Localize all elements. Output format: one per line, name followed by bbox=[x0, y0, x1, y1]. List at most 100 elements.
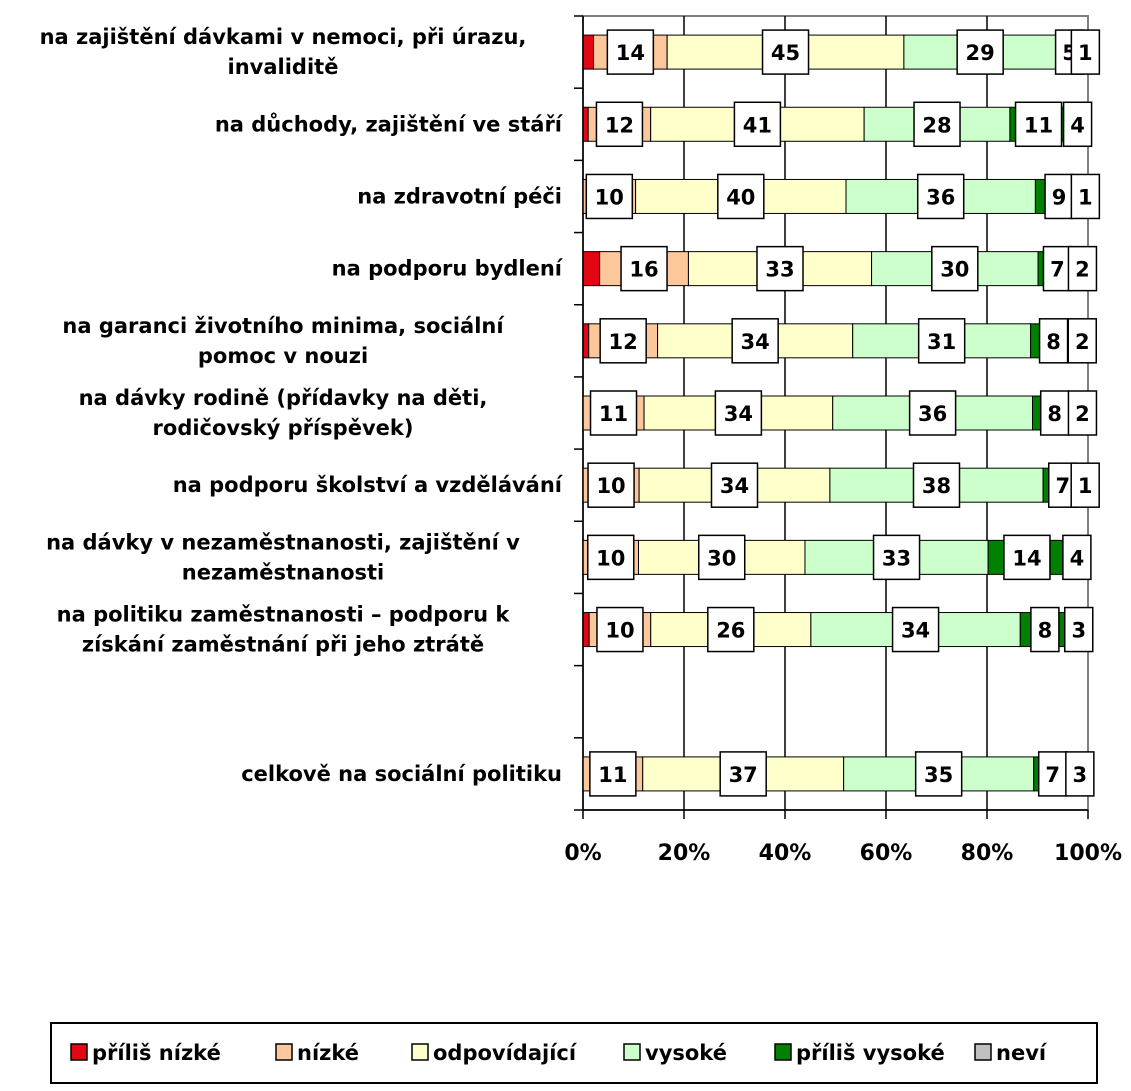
data-label-box bbox=[595, 101, 644, 148]
x-tick-label: 20% bbox=[658, 841, 711, 866]
data-label: 1 bbox=[1078, 41, 1093, 65]
legend: příliš nízké nízké odpovídající vysoké příli… bbox=[50, 1022, 1098, 1084]
data-label-box bbox=[1062, 534, 1092, 581]
data-label-box bbox=[586, 534, 635, 581]
data-label-box bbox=[1064, 606, 1094, 653]
data-label-box bbox=[589, 751, 637, 797]
category-label: na zajištění dávkami v nemoci, při úrazu… bbox=[40, 25, 527, 79]
data-label: 29 bbox=[966, 41, 995, 65]
data-label: 34 bbox=[720, 474, 749, 498]
category-label: na důchody, zajištění ve stáří bbox=[215, 112, 564, 136]
data-label: 12 bbox=[609, 330, 638, 354]
data-label: 8 bbox=[1047, 402, 1062, 426]
data-label: 11 bbox=[598, 763, 627, 787]
data-label: 10 bbox=[595, 185, 624, 209]
data-label-box bbox=[916, 173, 965, 220]
data-label-box bbox=[931, 245, 979, 292]
data-label: 10 bbox=[605, 619, 634, 643]
data-label-box bbox=[1062, 101, 1093, 148]
data-label: 1 bbox=[1078, 474, 1093, 498]
data-label-box bbox=[1070, 29, 1101, 75]
data-label-box bbox=[620, 245, 668, 292]
bar-segment bbox=[582, 251, 601, 287]
x-axis: 0% 20% 40% 60% 80% 100% bbox=[564, 809, 1122, 866]
category-label: na zdravotní péči bbox=[357, 184, 562, 208]
data-label-box bbox=[596, 606, 644, 653]
data-label: 37 bbox=[729, 763, 758, 787]
data-label-box bbox=[1065, 751, 1095, 797]
data-label: 2 bbox=[1075, 330, 1090, 354]
data-label: 7 bbox=[1050, 258, 1065, 282]
data-label: 3 bbox=[1073, 763, 1088, 787]
data-labels: 14 45 29 5 112 41 28 11 410 40 36 9 116 33 30 7 212 34 31 8… bbox=[585, 29, 1101, 797]
data-label: 45 bbox=[771, 41, 800, 65]
data-label: 8 bbox=[1038, 619, 1053, 643]
data-label-box bbox=[912, 462, 961, 508]
data-label: 36 bbox=[918, 402, 947, 426]
x-tick-label: 80% bbox=[961, 841, 1014, 866]
data-label: 4 bbox=[1070, 113, 1085, 137]
legend-label: odpovídající bbox=[433, 1041, 578, 1065]
data-label-box bbox=[1067, 245, 1098, 292]
data-label-box bbox=[714, 390, 763, 436]
legend-label: příliš nízké bbox=[92, 1041, 221, 1065]
category-label: na dávky rodině (přídavky na děti, rodičo… bbox=[79, 386, 488, 440]
data-label-box bbox=[872, 534, 921, 581]
data-label: 10 bbox=[596, 474, 625, 498]
bar-segment bbox=[582, 106, 589, 142]
data-label: 7 bbox=[1055, 474, 1070, 498]
data-label: 8 bbox=[1046, 330, 1061, 354]
data-label: 10 bbox=[596, 546, 625, 570]
x-tick-label: 100% bbox=[1054, 841, 1122, 866]
legend-label: nízké bbox=[297, 1041, 359, 1065]
data-label-box bbox=[1038, 318, 1069, 364]
data-label: 11 bbox=[1024, 113, 1053, 137]
data-label: 40 bbox=[726, 185, 755, 209]
data-label: 30 bbox=[940, 258, 969, 282]
data-label-box bbox=[1003, 534, 1051, 581]
data-label: 4 bbox=[1070, 546, 1085, 570]
data-label-box bbox=[1014, 101, 1063, 148]
data-label-box bbox=[587, 462, 635, 508]
data-label: 41 bbox=[743, 113, 772, 137]
data-label: 28 bbox=[922, 113, 951, 137]
data-label: 31 bbox=[927, 330, 956, 354]
data-label: 14 bbox=[1012, 546, 1041, 570]
data-label-box bbox=[917, 318, 966, 364]
data-label-box bbox=[956, 29, 1004, 75]
data-label-box bbox=[1042, 245, 1073, 292]
data-label: 16 bbox=[629, 258, 658, 282]
category-labels: na zajištění dávkami v nemoci, při úrazu… bbox=[40, 25, 564, 786]
category-label: celkově na sociální politiku bbox=[241, 762, 562, 786]
data-label-box bbox=[599, 318, 647, 364]
data-label: 1 bbox=[1078, 185, 1093, 209]
data-label: 3 bbox=[1071, 619, 1086, 643]
legend-label: příliš vysoké bbox=[796, 1041, 945, 1065]
data-label: 26 bbox=[716, 619, 745, 643]
data-label-box bbox=[891, 606, 940, 653]
data-label: 14 bbox=[616, 41, 645, 65]
data-label-box bbox=[1070, 173, 1101, 220]
bar-segment bbox=[582, 612, 590, 648]
legend-swatch bbox=[623, 1043, 641, 1061]
data-label-box bbox=[717, 173, 765, 220]
data-label-box bbox=[606, 29, 655, 75]
y-axis bbox=[574, 15, 584, 811]
legend-swatch bbox=[275, 1043, 293, 1061]
category-label: na garanci životního minima, sociální pom… bbox=[62, 314, 505, 368]
data-label: 11 bbox=[599, 402, 628, 426]
data-label: 38 bbox=[922, 474, 951, 498]
bar-segment bbox=[582, 323, 590, 359]
legend-label: neví bbox=[996, 1041, 1048, 1065]
legend-swatch bbox=[974, 1043, 992, 1061]
x-tick-label: 60% bbox=[860, 841, 913, 866]
data-label: 35 bbox=[924, 763, 953, 787]
data-label-box bbox=[1067, 318, 1098, 364]
data-label-box bbox=[756, 245, 804, 292]
legend-swatch bbox=[411, 1043, 429, 1061]
legend-label: vysoké bbox=[645, 1041, 727, 1065]
data-label-box bbox=[913, 101, 961, 148]
data-label: 2 bbox=[1075, 402, 1090, 426]
